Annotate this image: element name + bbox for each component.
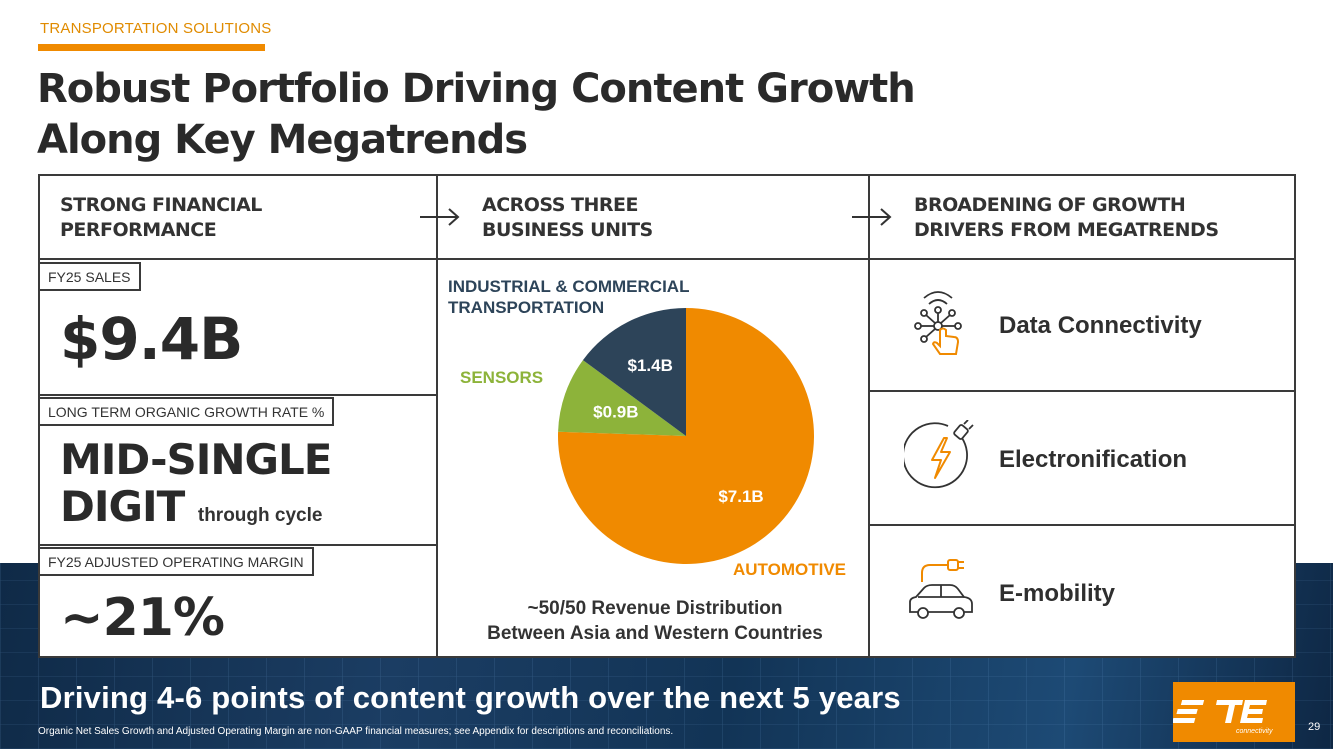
automotive-category-label: AUTOMOTIVE xyxy=(733,560,847,579)
divider-header xyxy=(40,258,1294,260)
growth-rate-digit: DIGIT xyxy=(60,482,185,531)
divider-col-2 xyxy=(868,176,870,656)
growth-rate-line-2: DIGIT through cycle xyxy=(60,483,331,539)
growth-banner: Driving 4-6 points of content growth ove… xyxy=(40,680,901,715)
megatrend-e-mobility: E-mobility xyxy=(999,580,1116,607)
column-header-megatrends-line-2: DRIVERS FROM MEGATRENDS xyxy=(914,219,1219,241)
column-header-financial-line-1: STRONG FINANCIAL xyxy=(60,194,262,216)
pie-value-label: $0.9B xyxy=(593,403,638,422)
divider-left-1 xyxy=(40,394,436,396)
megatrend-data-connectivity: Data Connectivity xyxy=(999,312,1202,339)
pie-value-label: $1.4B xyxy=(628,356,673,375)
ict-category-label: INDUSTRIAL & COMMERCIAL TRANSPORTATION xyxy=(448,276,689,318)
divider-right-2 xyxy=(868,524,1294,526)
column-header-megatrends-line-1: BROADENING OF GROWTH xyxy=(914,194,1186,216)
ict-category-label-line-2: TRANSPORTATION xyxy=(448,298,605,317)
title-line-2: Along Key Megatrends xyxy=(37,117,528,163)
business-units-pie-chart: $7.1B $0.9B $1.4B xyxy=(558,308,814,564)
content-frame: STRONG FINANCIAL PERFORMANCE ACROSS THRE… xyxy=(38,174,1296,658)
te-connectivity-logo: connectivity xyxy=(1172,682,1295,742)
divider-right-1 xyxy=(868,390,1294,392)
growth-rate-line-1: MID-SINGLE xyxy=(60,435,332,484)
lightning-plug-icon xyxy=(904,420,974,489)
revenue-note-line-2: Between Asia and Western Countries xyxy=(487,623,823,644)
divider-col-1 xyxy=(436,176,438,656)
divider-left-2 xyxy=(40,544,436,546)
operating-margin-tag: FY25 ADJUSTED OPERATING MARGIN xyxy=(40,547,314,576)
sales-tag: FY25 SALES xyxy=(40,262,141,291)
sensors-category-label: SENSORS xyxy=(460,368,544,387)
column-header-megatrends: BROADENING OF GROWTH DRIVERS FROM MEGATR… xyxy=(914,193,1219,243)
svg-text:connectivity: connectivity xyxy=(1236,728,1273,735)
column-header-business-units-line-1: ACROSS THREE xyxy=(482,194,639,216)
footnote: Organic Net Sales Growth and Adjusted Op… xyxy=(38,726,674,737)
page-title: Robust Portfolio Driving Content Growth … xyxy=(37,64,997,166)
section-label: TRANSPORTATION SOLUTIONS xyxy=(40,20,272,37)
column-header-business-units: ACROSS THREE BUSINESS UNITS xyxy=(482,193,653,243)
revenue-distribution-note: ~50/50 Revenue Distribution Between Asia… xyxy=(440,596,870,646)
growth-rate-value: MID-SINGLE DIGIT through cycle xyxy=(60,435,332,539)
column-header-financial-line-2: PERFORMANCE xyxy=(60,219,217,241)
title-line-1: Robust Portfolio Driving Content Growth xyxy=(37,66,916,112)
megatrend-electronification: Electronification xyxy=(999,446,1188,473)
data-connectivity-icon xyxy=(914,291,962,355)
pie-slice-industrial-commercial-transportation xyxy=(582,308,686,436)
ict-category-label-line-1: INDUSTRIAL & COMMERCIAL xyxy=(448,277,690,296)
arrow-right-icon xyxy=(420,208,460,226)
growth-rate-tag: LONG TERM ORGANIC GROWTH RATE % xyxy=(40,397,335,426)
operating-margin-value: ~21% xyxy=(60,588,225,648)
electric-car-icon xyxy=(909,559,973,619)
revenue-note-line-1: ~50/50 Revenue Distribution xyxy=(527,598,783,619)
column-header-financial: STRONG FINANCIAL PERFORMANCE xyxy=(60,193,262,243)
column-header-business-units-line-2: BUSINESS UNITS xyxy=(482,219,653,241)
pie-slice-sensors xyxy=(558,360,686,436)
section-underline xyxy=(38,44,265,51)
sales-value: $9.4B xyxy=(60,305,243,373)
te-logo-icon: connectivity xyxy=(1172,700,1273,735)
page-number: 29 xyxy=(1308,721,1321,733)
arrow-right-icon xyxy=(852,208,892,226)
pie-value-label: $7.1B xyxy=(718,487,763,506)
growth-rate-note: through cycle xyxy=(197,505,323,526)
